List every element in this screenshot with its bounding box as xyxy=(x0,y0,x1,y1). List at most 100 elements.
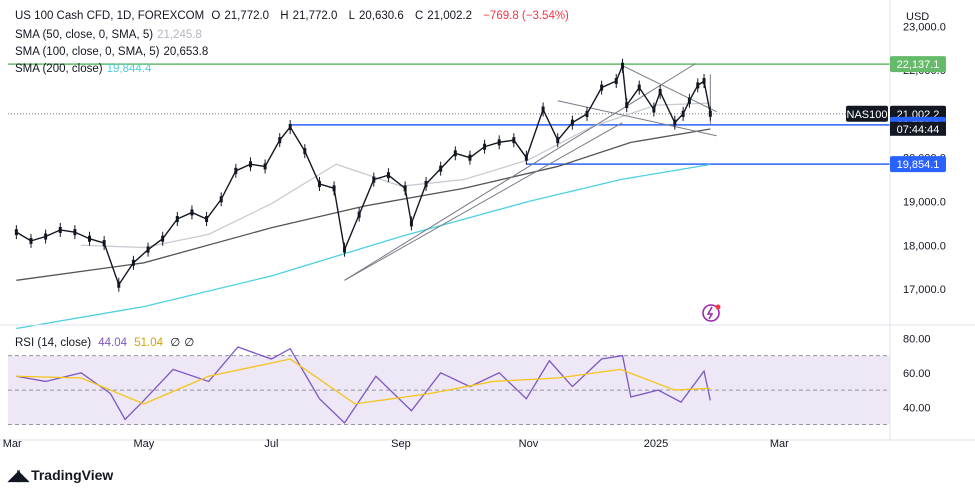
price-candle-27 xyxy=(403,185,407,192)
sma50-legend[interactable]: SMA (50, close, 0, SMA, 5) 21,245.8 xyxy=(15,29,202,41)
countdown-label: 07:44:44 xyxy=(897,124,940,136)
price-candle-0 xyxy=(14,229,18,236)
ohlc-low: L 20,630.6 xyxy=(348,10,404,22)
price-candle-35 xyxy=(512,137,516,144)
price-candle-19 xyxy=(288,124,292,131)
symbol-title: US 100 Cash CFD, 1D, FOREXCOM xyxy=(15,10,205,22)
price-candle-6 xyxy=(102,240,106,247)
x-tick-label-4: Nov xyxy=(519,438,539,450)
price-candle-13 xyxy=(205,216,209,223)
price-candle-4 xyxy=(73,229,77,236)
sma200-value: 19,844.4 xyxy=(106,63,152,75)
y-tick-label-5: 23,000.0 xyxy=(903,21,946,33)
symbol-tag: NAS100 xyxy=(847,109,888,121)
flash-bolt-icon xyxy=(706,306,714,320)
trendline-1 xyxy=(344,122,623,281)
price-candle-9 xyxy=(146,246,150,253)
price-candle-45 xyxy=(637,84,641,91)
ohlc-open: O 21,772.0 xyxy=(211,10,270,22)
price-tag-bg-3 xyxy=(890,156,946,173)
countdown-bg xyxy=(890,121,946,136)
price-candle-40 xyxy=(585,110,589,117)
price-tag-0: 22,137.1 xyxy=(897,59,940,71)
price-candle-16 xyxy=(248,161,252,168)
price-candle-20 xyxy=(303,148,307,155)
price-tag-bg-0 xyxy=(890,56,946,73)
ohlc-change: −769.8 (−3.54%) xyxy=(483,10,569,22)
symbol-legend: US 100 Cash CFD, 1D, FOREXCOM O 21,772.0 … xyxy=(15,10,573,22)
symbol-tag-bg xyxy=(846,105,888,122)
y-tick-label-2: 19,000.0 xyxy=(903,196,946,208)
price-candle-34 xyxy=(497,139,501,146)
price-candle-22 xyxy=(332,185,336,192)
price-candle-43 xyxy=(621,62,625,69)
sma100-legend[interactable]: SMA (100, close, 0, SMA, 5) 20,653.8 xyxy=(15,46,209,58)
ohlc-close: C 21,002.2 xyxy=(414,10,473,22)
brand-name: TradingView xyxy=(31,467,114,483)
x-tick-label-2: Jul xyxy=(264,438,278,450)
sma-line-0 xyxy=(81,102,711,249)
price-candle-44 xyxy=(625,102,629,109)
price-candle-12 xyxy=(190,209,194,216)
price-candle-41 xyxy=(600,84,604,91)
price-candle-28 xyxy=(409,220,413,227)
price-candle-18 xyxy=(278,137,282,144)
x-tick-label-6: Mar xyxy=(770,438,789,450)
sma-line-1 xyxy=(16,128,711,281)
rsi-series-1 xyxy=(16,358,711,405)
price-pane xyxy=(8,58,890,330)
price-candle-26 xyxy=(386,172,390,179)
rsi-tick-label-0: 80.00 xyxy=(903,333,931,345)
price-candle-48 xyxy=(673,119,677,126)
sma-line-2 xyxy=(16,163,711,330)
price-candle-14 xyxy=(219,196,223,203)
price-candle-11 xyxy=(175,216,179,223)
rsi-ma-value: 51.04 xyxy=(134,337,164,349)
y-tick-label-0: 17,000.0 xyxy=(903,284,946,296)
sma100-value: 20,653.8 xyxy=(163,46,209,58)
price-candle-8 xyxy=(131,259,135,266)
price-candle-29 xyxy=(424,180,428,187)
price-candle-52 xyxy=(702,78,706,85)
price-candle-25 xyxy=(372,176,376,183)
price-candle-7 xyxy=(117,281,121,288)
price-candle-24 xyxy=(357,211,361,218)
rsi-series-0 xyxy=(16,346,711,424)
currency-label[interactable]: USD xyxy=(906,11,930,23)
price-candle-17 xyxy=(263,163,267,170)
price-candle-37 xyxy=(541,106,545,113)
rsi-tick-label-2: 40.00 xyxy=(903,402,931,414)
tradingview-logo: ◢◣ TradingView xyxy=(8,466,113,484)
price-candle-42 xyxy=(614,78,618,85)
price-candle-38 xyxy=(556,137,560,144)
price-candle-51 xyxy=(696,82,700,89)
rsi-value: 44.04 xyxy=(98,337,128,349)
price-candle-10 xyxy=(161,235,165,242)
axes: 17,000.018,000.019,000.020,000.022,000.0… xyxy=(0,0,975,450)
notification-dot xyxy=(715,304,721,310)
price-candle-36 xyxy=(524,154,528,161)
price-candle-46 xyxy=(652,106,656,113)
price-candle-33 xyxy=(483,143,487,150)
x-tick-label-1: May xyxy=(133,438,154,450)
x-tick-label-3: Sep xyxy=(391,438,411,450)
price-candle-5 xyxy=(88,235,92,242)
y-tick-label-1: 18,000.0 xyxy=(903,240,946,252)
price-candle-50 xyxy=(687,97,691,104)
price-line xyxy=(16,65,712,287)
rsi-legend[interactable]: RSI (14, close) 44.04 51.04 ∅ ∅ xyxy=(15,337,195,349)
price-candle-39 xyxy=(570,119,574,126)
rsi-tick-label-1: 60.00 xyxy=(903,368,931,380)
rsi-pane xyxy=(8,346,890,426)
sma200-legend[interactable]: SMA (200, close) 19,844.4 xyxy=(15,63,152,75)
trendline-0 xyxy=(344,63,696,281)
x-tick-label-0: Mar xyxy=(3,438,22,450)
price-candle-23 xyxy=(343,246,347,253)
sma50-value: 21,245.8 xyxy=(157,29,202,41)
x-tick-label-5: 2025 xyxy=(644,438,668,450)
tradingview-mark-icon: ◢◣ xyxy=(8,467,29,484)
price-candle-21 xyxy=(317,180,321,187)
price-candle-31 xyxy=(453,150,457,157)
price-tag-3: 19,854.1 xyxy=(897,159,940,171)
